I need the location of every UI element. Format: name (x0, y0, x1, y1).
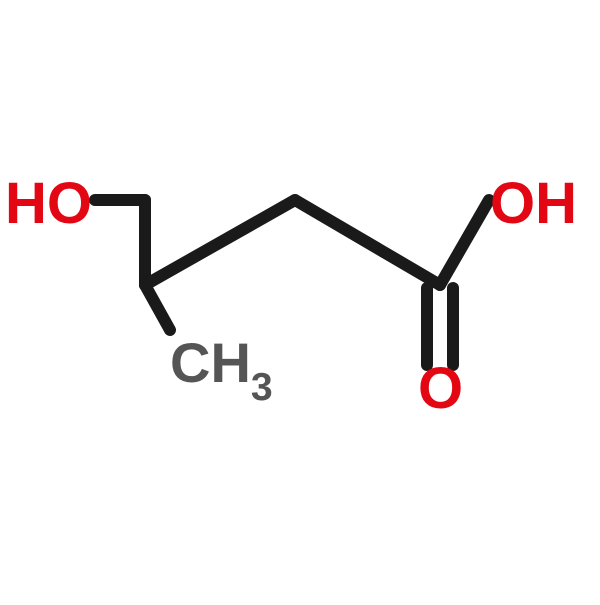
methyl-text-main: CH (170, 331, 251, 394)
methyl-text-sub: 3 (251, 366, 273, 409)
chemical-structure-canvas: HO OH O CH3 (0, 0, 600, 600)
methyl-label: CH3 (170, 330, 273, 404)
hydroxyl-left-label: HO (5, 170, 92, 237)
carbonyl-oxygen-label: O (418, 355, 463, 422)
hydroxyl-right-label: OH (490, 170, 577, 237)
bond-skeleton (0, 0, 600, 600)
